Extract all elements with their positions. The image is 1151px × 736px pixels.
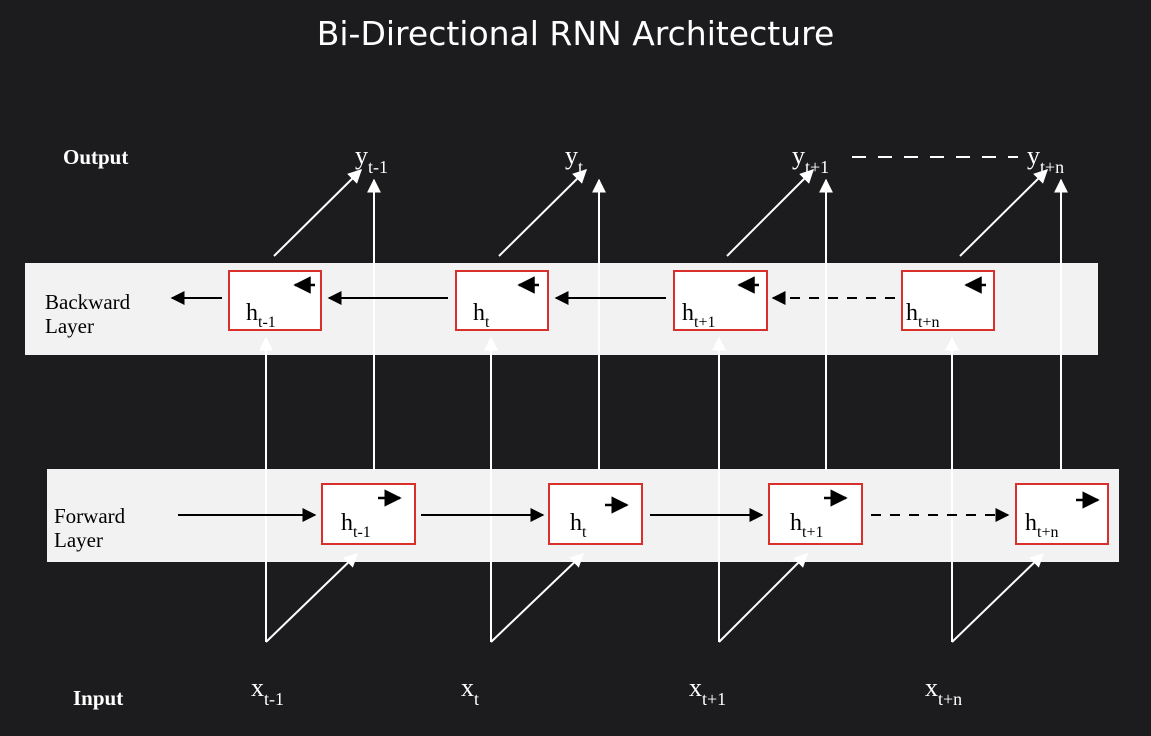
svg-text:ht-1: ht-1 (341, 510, 371, 541)
output-y-label: yt-1 (355, 141, 388, 177)
backward-to-output-arrow (273, 169, 362, 257)
svg-text:ht: ht (570, 510, 587, 541)
input-to-forward-arrow (490, 553, 585, 643)
input-x-label: xt+1 (689, 673, 726, 709)
diagram-title: Bi-Directional RNN Architecture (316, 14, 835, 53)
backward-layer-label-2: Layer (45, 314, 94, 338)
backward-node: ht (455, 270, 549, 331)
forward-layer-label-1: Forward (54, 504, 126, 528)
backward-to-output-arrow (498, 169, 587, 257)
output-y-label: yt (565, 141, 583, 177)
svg-text:ht+1: ht+1 (682, 300, 715, 331)
forward-node: ht (548, 483, 643, 545)
backward-node: ht+1 (673, 270, 768, 331)
forward-node: ht-1 (321, 483, 416, 545)
svg-text:ht-1: ht-1 (246, 300, 276, 331)
svg-text:ht+n: ht+n (906, 300, 939, 331)
svg-text:ht+1: ht+1 (790, 510, 823, 541)
backward-to-output-arrow (959, 169, 1048, 257)
backward-to-output-arrow (726, 169, 814, 257)
backward-layer-label-1: Backward (45, 290, 131, 314)
output-y-label: yt+1 (792, 141, 829, 177)
svg-text:ht+n: ht+n (1025, 510, 1058, 541)
backward-node: ht+n (901, 270, 995, 331)
input-to-forward-arrow (951, 553, 1045, 643)
backward-node: ht-1 (228, 270, 322, 331)
forward-node: ht+n (1015, 483, 1109, 545)
input-x-label: xt (461, 673, 479, 709)
input-label: Input (73, 686, 123, 710)
input-to-forward-arrow (265, 553, 359, 643)
svg-text:ht: ht (473, 300, 490, 331)
output-y-label: yt+n (1027, 141, 1064, 177)
forward-layer-label-2: Layer (54, 528, 103, 552)
input-to-forward-arrow (718, 553, 808, 643)
connection-lines (259, 156, 1068, 643)
input-x-label: xt+n (925, 673, 962, 709)
output-label: Output (63, 145, 128, 169)
input-x-label: xt-1 (251, 673, 284, 709)
forward-node: ht+1 (768, 483, 863, 545)
